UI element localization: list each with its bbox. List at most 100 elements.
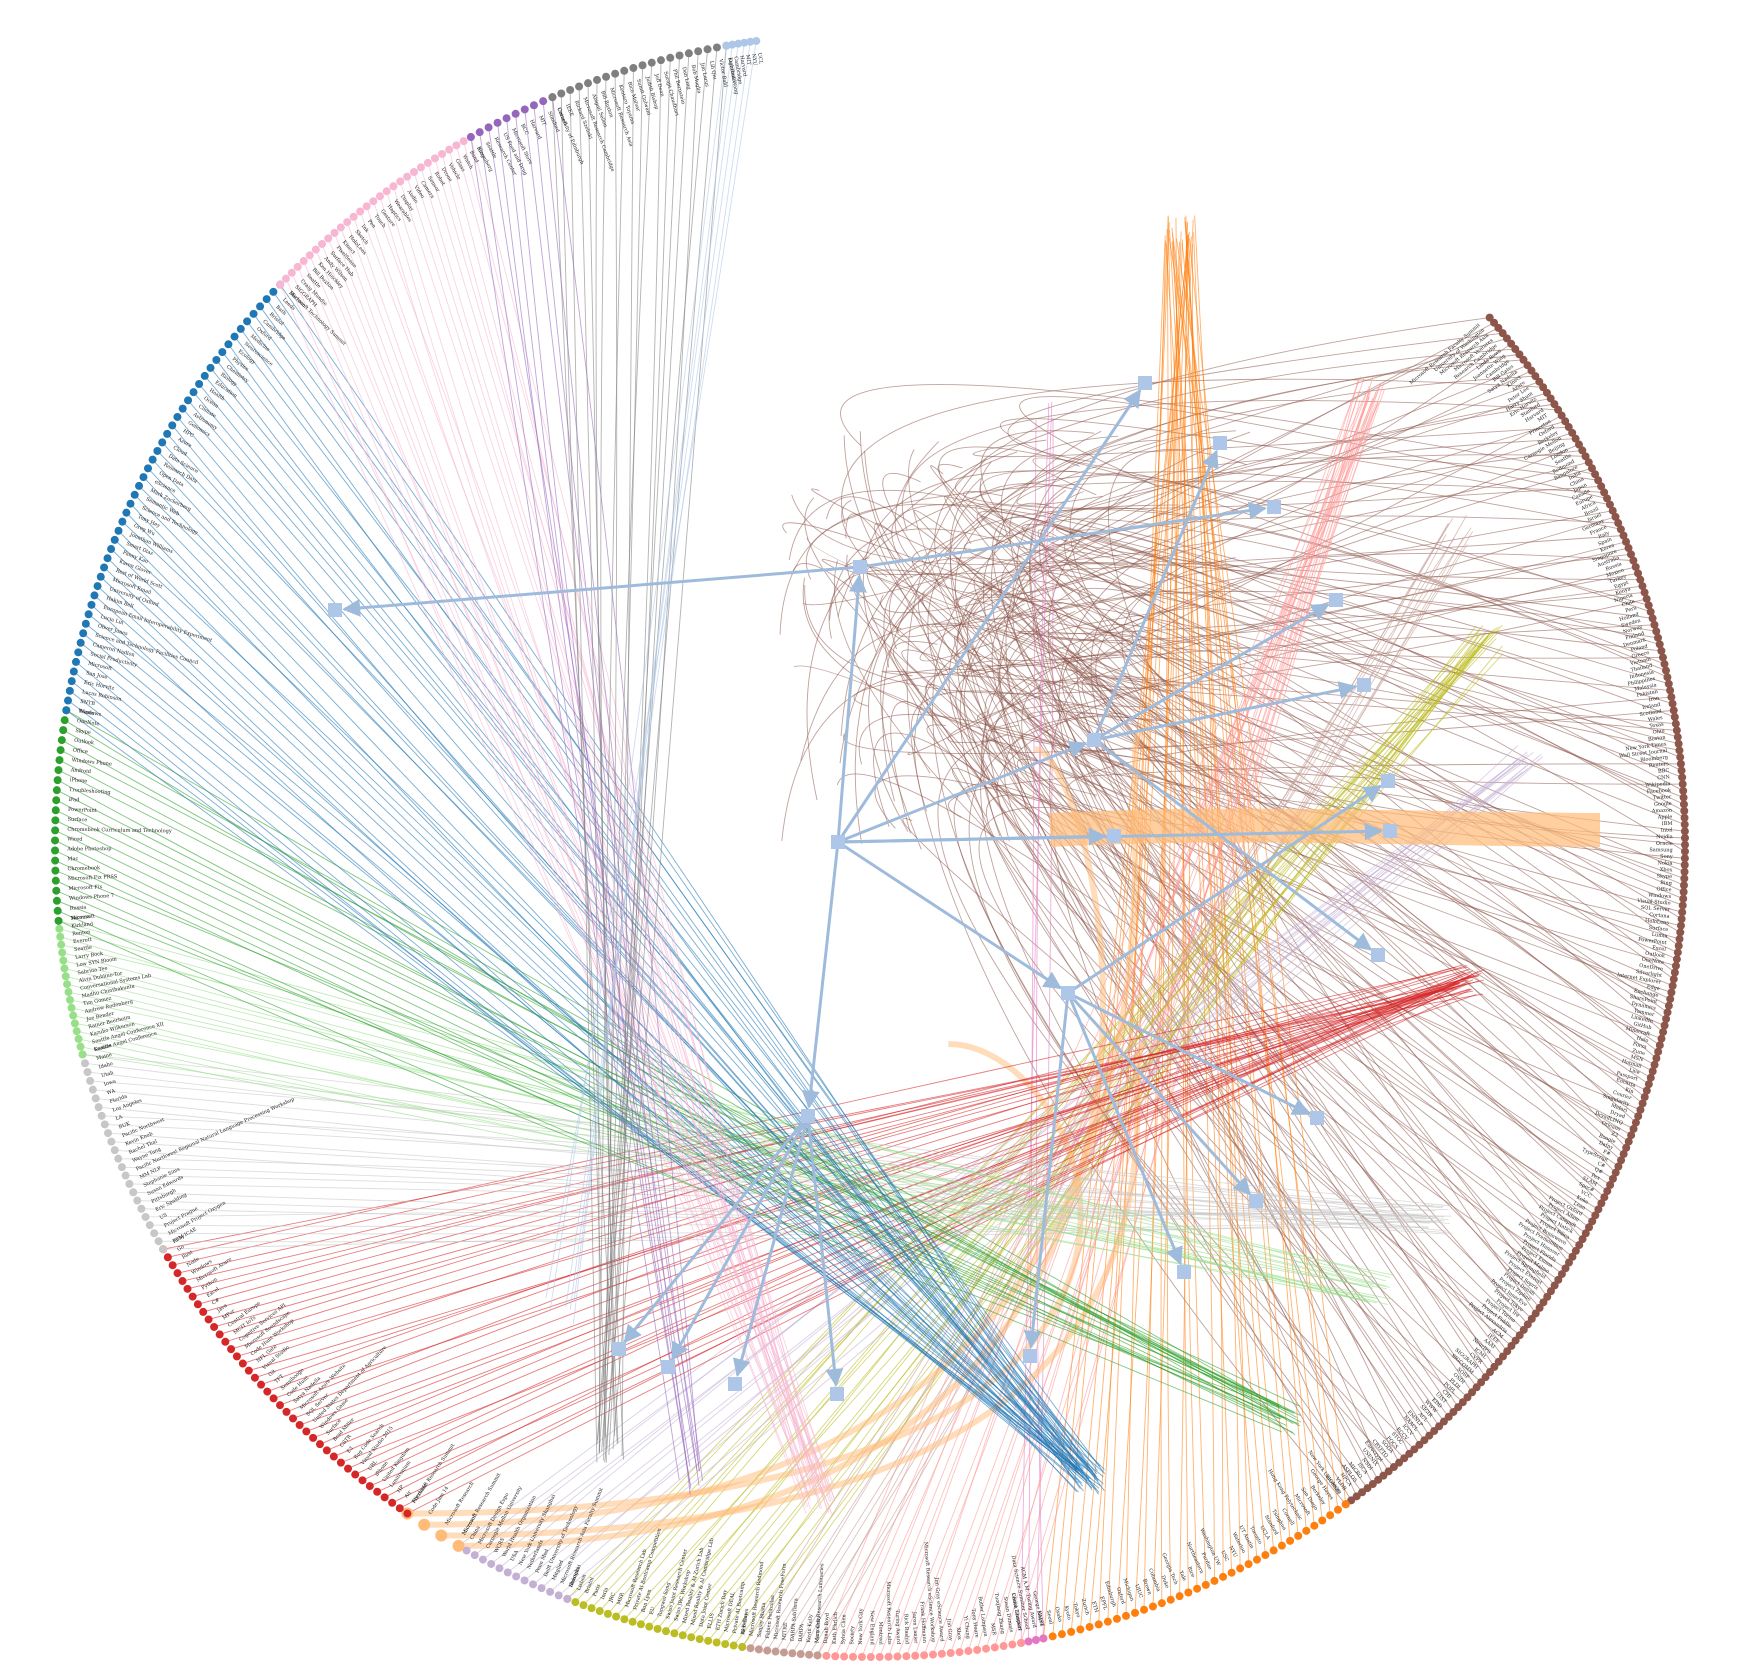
leaf-node-lightgreen (65, 995, 74, 1004)
edge-brown (982, 507, 1665, 665)
leaf-label: Kansas (93, 1043, 112, 1054)
edge-brown (1078, 587, 1678, 738)
leaf-label: MSN (1630, 1054, 1645, 1063)
leaf-node-orange (1253, 1555, 1262, 1564)
leaf-label: Turing Award (894, 1609, 901, 1645)
edge-blue (210, 367, 1098, 1475)
leaf-node-brown (1568, 428, 1577, 437)
hub-arrow (806, 1115, 844, 1387)
leaf-label: CNN (1657, 774, 1671, 781)
leaf-label: Skype (75, 728, 91, 736)
edge-green (57, 910, 1283, 1433)
leaf-node-purple (539, 97, 548, 106)
leaf-node-lightpink (990, 1643, 999, 1652)
edge-lightgreen (60, 936, 1390, 1288)
leaf-node-orange (1094, 1620, 1103, 1629)
leaf-node-brown (1571, 1246, 1580, 1255)
leaf-label: Society (849, 1626, 855, 1645)
leaf-label: BUK (118, 1121, 131, 1131)
leaf-node-red (322, 1446, 331, 1455)
edge-brown (979, 470, 1685, 825)
leaf-node-brown (1646, 1073, 1655, 1082)
leaf-node-brown (1557, 411, 1566, 420)
leaf-node-gray (557, 89, 566, 98)
leaf-label: MITRE (781, 1622, 789, 1641)
edge-brown (828, 569, 1681, 933)
leaf-node-green (54, 916, 63, 925)
leaf-label: Encarta (1615, 1077, 1636, 1089)
leaf-node-brown (1670, 713, 1679, 722)
leaf-node-lightgray (137, 1204, 146, 1213)
leaf-label: Wall Street Journal (1619, 748, 1668, 760)
hub-node (1138, 376, 1152, 390)
leaf-label: Cambridge (732, 56, 743, 85)
leaf-label: Oracle (1656, 841, 1673, 847)
leaf-label: OneDrive (1639, 963, 1664, 973)
leaf-node-green (59, 726, 68, 735)
leaf-node-brown (1675, 935, 1684, 944)
hub-arrow (1067, 784, 1382, 995)
leaf-node-red (221, 1337, 230, 1346)
leaf-node-blue (139, 473, 148, 482)
leaf-label: Adobe Photoshop (66, 846, 111, 852)
leaf-node-lightgray (88, 1085, 97, 1094)
leaf-node-lightgray (145, 1221, 154, 1230)
leaf-node-lightgray (133, 1196, 142, 1205)
leaf-label: Kevin Kelly (806, 1614, 814, 1643)
edge-olive (575, 644, 1478, 1603)
leaf-node-green (51, 816, 60, 825)
edge-gray (578, 86, 600, 1452)
leaf-label: Thailand (1630, 663, 1654, 674)
leaf-node-brown (1663, 673, 1672, 682)
leaf-label: Wikipedia (1645, 781, 1671, 789)
leaf-node-brown (1679, 786, 1688, 795)
leaf-label: Nvidia (1656, 834, 1673, 840)
leaf-node-brown (1680, 867, 1689, 876)
leaf-node-red (365, 1482, 374, 1491)
leaf-label: Lili Qiu (708, 60, 718, 80)
edge-orange (1186, 242, 1241, 1569)
edge-brown (841, 499, 1619, 1167)
leaf-node-brown (1594, 476, 1603, 485)
leaf-node-brown (1622, 537, 1631, 546)
leaf-label: Montreal (877, 1621, 883, 1645)
edge-blue (107, 557, 1104, 1485)
leaf-label: Office (72, 748, 88, 756)
leaf-node-lightgray (110, 1146, 119, 1155)
leaf-node-peach (435, 1529, 448, 1542)
leaf-node-brown (1611, 512, 1620, 521)
leaf-node-olive (579, 1601, 588, 1610)
leaf-node-brown (1678, 908, 1687, 917)
leaf-label: Italy (1598, 530, 1611, 540)
leaf-node-blue (236, 324, 245, 333)
edge-peach (407, 1041, 1084, 1517)
edge-brown (954, 547, 1629, 667)
edge-brown (975, 503, 1669, 685)
leaf-node-gray (703, 45, 712, 54)
leaf-label: Surface (1648, 925, 1668, 933)
leaf-node-brown (1546, 394, 1555, 403)
leaf-node-olive (620, 1615, 629, 1624)
edge-purple (470, 136, 680, 1480)
leaf-node-lavender (529, 1580, 538, 1589)
leaf-node-lightgray (86, 1076, 95, 1085)
leaf-node-lightgray (150, 1229, 159, 1238)
leaf-node-green (52, 886, 61, 895)
edge-brown (992, 516, 1473, 1393)
edge-brown (1076, 624, 1491, 1373)
edge-gray (603, 62, 653, 1461)
leaf-label: UCL (756, 52, 764, 65)
edge-lightpink (914, 376, 1361, 1656)
leaf-label: Victor Bahl (717, 58, 728, 88)
leaf-label: AI Fellows (740, 1608, 750, 1636)
leaf-label: DARPA (798, 1623, 806, 1642)
leaf-label: Rice (1186, 1566, 1196, 1579)
edge-softpink (386, 191, 812, 1489)
leaf-node-olive (670, 1629, 679, 1638)
leaf-node-brown (1652, 627, 1661, 636)
leaf-node-olive (704, 1636, 713, 1645)
leaf-node-lavender (462, 1546, 471, 1555)
edge-brown (965, 596, 1679, 745)
leaf-node-red (238, 1359, 247, 1368)
leaf-label: Bloomberg (1640, 754, 1669, 763)
